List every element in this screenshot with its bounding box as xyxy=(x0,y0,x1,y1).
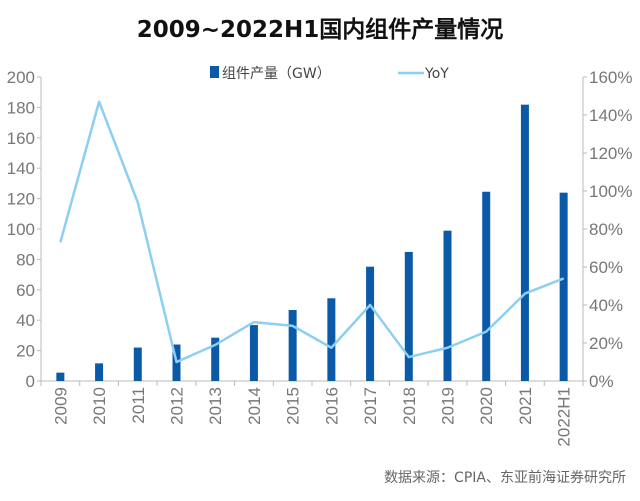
bar-2014 xyxy=(249,325,258,381)
right-tick-label: 0% xyxy=(589,372,614,391)
bar-2010 xyxy=(95,363,104,381)
left-tick-label: 160 xyxy=(7,129,35,148)
x-tick-label: 2017 xyxy=(361,387,380,425)
x-tick-label: 2015 xyxy=(284,387,303,425)
left-tick-label: 140 xyxy=(7,159,35,178)
bar-2017 xyxy=(366,266,375,381)
source-note: 数据来源：CPIA、东亚前海证券研究所 xyxy=(384,470,626,486)
left-tick-label: 120 xyxy=(7,190,35,209)
bar-2013 xyxy=(211,337,220,381)
right-tick-label: 120% xyxy=(589,144,632,163)
bar-2020 xyxy=(482,191,491,381)
x-tick-label: 2009 xyxy=(51,387,70,425)
left-tick-label: 0 xyxy=(26,372,35,391)
x-tick-label: 2013 xyxy=(206,387,225,425)
x-tick-label: 2022H1 xyxy=(555,387,574,447)
right-tick-label: 160% xyxy=(589,68,632,87)
x-tick-label: 2021 xyxy=(516,387,535,425)
legend-bar-label: 组件产量（GW） xyxy=(222,66,331,82)
legend-line-label: YoY xyxy=(424,66,449,82)
right-tick-label: 20% xyxy=(589,334,623,353)
x-tick-label: 2012 xyxy=(168,387,187,425)
bar-2015 xyxy=(288,310,297,381)
bar-2021 xyxy=(520,104,529,381)
left-tick-label: 20 xyxy=(16,342,35,361)
x-tick-label: 2018 xyxy=(400,387,419,425)
bar-2022H1 xyxy=(559,192,568,381)
yoy-line xyxy=(59,100,565,364)
left-tick-label: 200 xyxy=(7,68,35,87)
left-tick-label: 40 xyxy=(16,311,35,330)
bar-2011 xyxy=(133,347,142,381)
left-tick-label: 100 xyxy=(7,220,35,239)
bar-2016 xyxy=(327,298,336,381)
right-tick-label: 40% xyxy=(589,296,623,315)
right-tick-label: 100% xyxy=(589,182,632,201)
x-tick-label: 2010 xyxy=(90,387,109,425)
bar-2009 xyxy=(56,372,65,381)
right-tick-label: 60% xyxy=(589,258,623,277)
x-tick-label: 2019 xyxy=(439,387,458,425)
left-tick-label: 60 xyxy=(16,281,35,300)
right-tick-label: 140% xyxy=(589,106,632,125)
left-tick-label: 180 xyxy=(7,98,35,117)
x-tick-label: 2014 xyxy=(245,387,264,425)
bar-2019 xyxy=(443,230,452,381)
left-tick-label: 80 xyxy=(16,250,35,269)
right-tick-label: 80% xyxy=(589,220,623,239)
chart-title: 2009~2022H1国内组件产量情况 xyxy=(136,17,504,43)
legend-bar-swatch xyxy=(210,66,219,78)
x-tick-label: 2016 xyxy=(322,387,341,425)
x-tick-label: 2020 xyxy=(477,387,496,425)
bar-2018 xyxy=(404,251,413,381)
x-tick-label: 2011 xyxy=(129,387,148,424)
